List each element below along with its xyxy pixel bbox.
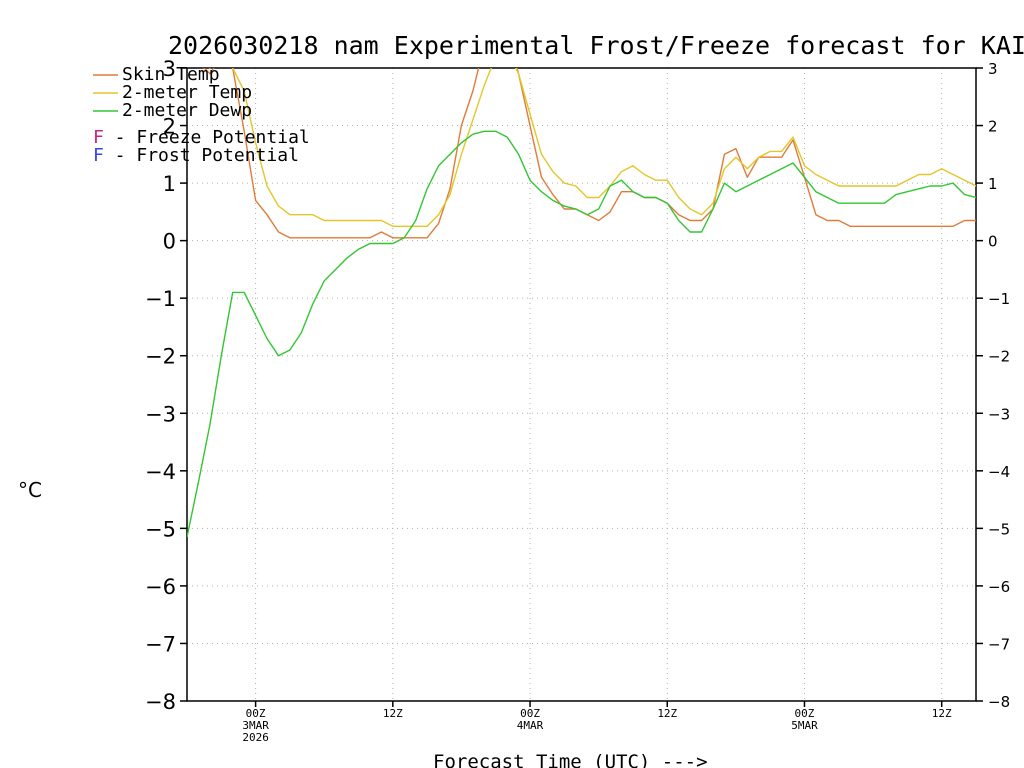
y-tick-label-left: 0 [163, 230, 176, 254]
y-tick-label-right: −4 [988, 463, 1010, 481]
y-tick-label-right: 2 [988, 118, 998, 136]
grid [187, 67, 976, 702]
plot-frame [186, 67, 977, 702]
legend-note-text: - Freeze Potential [104, 127, 310, 148]
series-line-2-meter-dewp [187, 130, 976, 538]
legend-label: Skin Temp [122, 64, 220, 85]
legend-label: 2-meter Dewp [122, 100, 252, 121]
y-tick-label-left: −2 [145, 345, 176, 369]
chart-title: 2026030218 nam Experimental Frost/Freeze… [168, 31, 1024, 60]
series-line-2-meter-temp [208, 68, 976, 228]
y-tick-label-left: −3 [145, 402, 176, 426]
y-tick-label-left: 3 [163, 57, 176, 81]
y-tick-label-left: −4 [145, 460, 176, 484]
x-tick-label: 00Z [246, 707, 266, 720]
y-tick-label-left: 2 [163, 115, 176, 139]
legend-note: F - Frost Potential [93, 145, 299, 166]
y-tick-label-right: 0 [988, 233, 998, 251]
legend-note-marker: F [93, 127, 104, 148]
x-tick-label: 12Z [657, 707, 677, 720]
x-tick-label: 2026 [242, 731, 269, 744]
y-tick-label-right: −6 [988, 578, 1010, 596]
y-tick-label-right: −2 [988, 348, 1010, 366]
x-tick-label: 5MAR [791, 719, 818, 732]
y-tick-label-left: −5 [145, 517, 176, 541]
y-axis-label: °C [18, 478, 42, 502]
y-tick-label-right: 1 [988, 175, 998, 193]
y-tick-label-right: −7 [988, 635, 1010, 653]
legend-note-marker: F [93, 145, 104, 166]
x-axis-label: Forecast Time (UTC) ---> [433, 751, 708, 768]
legend-label: 2-meter Temp [122, 82, 252, 103]
x-tick-label: 3MAR [242, 719, 269, 732]
y-tick-label-right: 3 [988, 60, 998, 78]
y-tick-label-left: −7 [145, 632, 176, 656]
y-tick-label-left: −8 [145, 690, 176, 714]
y-tick-label-right: −1 [988, 290, 1010, 308]
y-axis-right: 3 2 1 0 −1 −2 −3 −4 −5 −6 −7 −8 [976, 60, 1010, 711]
legend-note-text: - Frost Potential [104, 145, 299, 166]
y-tick-label-right: −3 [988, 405, 1010, 423]
y-tick-label-left: 1 [163, 172, 176, 196]
legend-note: F - Freeze Potential [93, 127, 310, 148]
x-tick-label: 00Z [795, 707, 815, 720]
y-tick-label-left: −1 [145, 287, 176, 311]
x-tick-label: 00Z [520, 707, 540, 720]
y-tick-label-left: −6 [145, 575, 176, 599]
x-tick-label: 12Z [932, 707, 952, 720]
y-tick-label-right: −5 [988, 520, 1010, 538]
x-tick-label: 4MAR [517, 719, 544, 732]
y-tick-label-right: −8 [988, 693, 1010, 711]
x-tick-label: 12Z [383, 707, 403, 720]
y-axis-left: 3 2 1 0 −1 −2 −3 −4 −5 −6 −7 −8 [145, 57, 187, 714]
series-layer [187, 68, 976, 538]
